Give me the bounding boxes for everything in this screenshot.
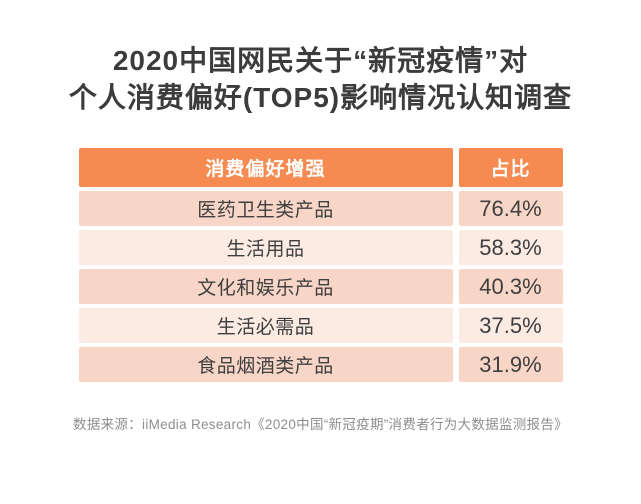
data-source-note: 数据来源：iiMedia Research《2020中国“新冠疫期”消费者行为大…: [73, 417, 568, 432]
table-row: 生活必需品 37.5%: [78, 308, 563, 343]
title-line-2: 个人消费偏好(TOP5)影响情况认知调查: [68, 82, 573, 113]
table-row: 文化和娱乐产品 40.3%: [78, 269, 563, 304]
row-value: 76.4%: [458, 191, 563, 226]
column-header-share: 占比: [458, 148, 563, 187]
table-row: 医药卫生类产品 76.4%: [78, 191, 563, 226]
table-header-row: 消费偏好增强 占比: [78, 148, 563, 187]
row-value: 40.3%: [458, 269, 563, 304]
table-row: 食品烟酒类产品 31.9%: [78, 347, 563, 382]
row-value: 58.3%: [458, 230, 563, 265]
survey-table: 消费偏好增强 占比 医药卫生类产品 76.4% 生活用品 58.3% 文化和娱乐…: [78, 148, 563, 382]
row-label: 生活用品: [78, 230, 453, 265]
page-title: 2020中国网民关于“新冠疫情”对 个人消费偏好(TOP5)影响情况认知调查: [0, 42, 641, 116]
row-value: 37.5%: [458, 308, 563, 343]
table-row: 生活用品 58.3%: [78, 230, 563, 265]
row-label: 医药卫生类产品: [78, 191, 453, 226]
title-line-1: 2020中国网民关于“新冠疫情”对: [112, 45, 529, 76]
column-header-preference: 消费偏好增强: [78, 148, 453, 187]
row-value: 31.9%: [458, 347, 563, 382]
infographic-poster: 2020中国网民关于“新冠疫情”对 个人消费偏好(TOP5)影响情况认知调查 消…: [0, 42, 641, 504]
row-label: 文化和娱乐产品: [78, 269, 453, 304]
row-label: 生活必需品: [78, 308, 453, 343]
row-label: 食品烟酒类产品: [78, 347, 453, 382]
